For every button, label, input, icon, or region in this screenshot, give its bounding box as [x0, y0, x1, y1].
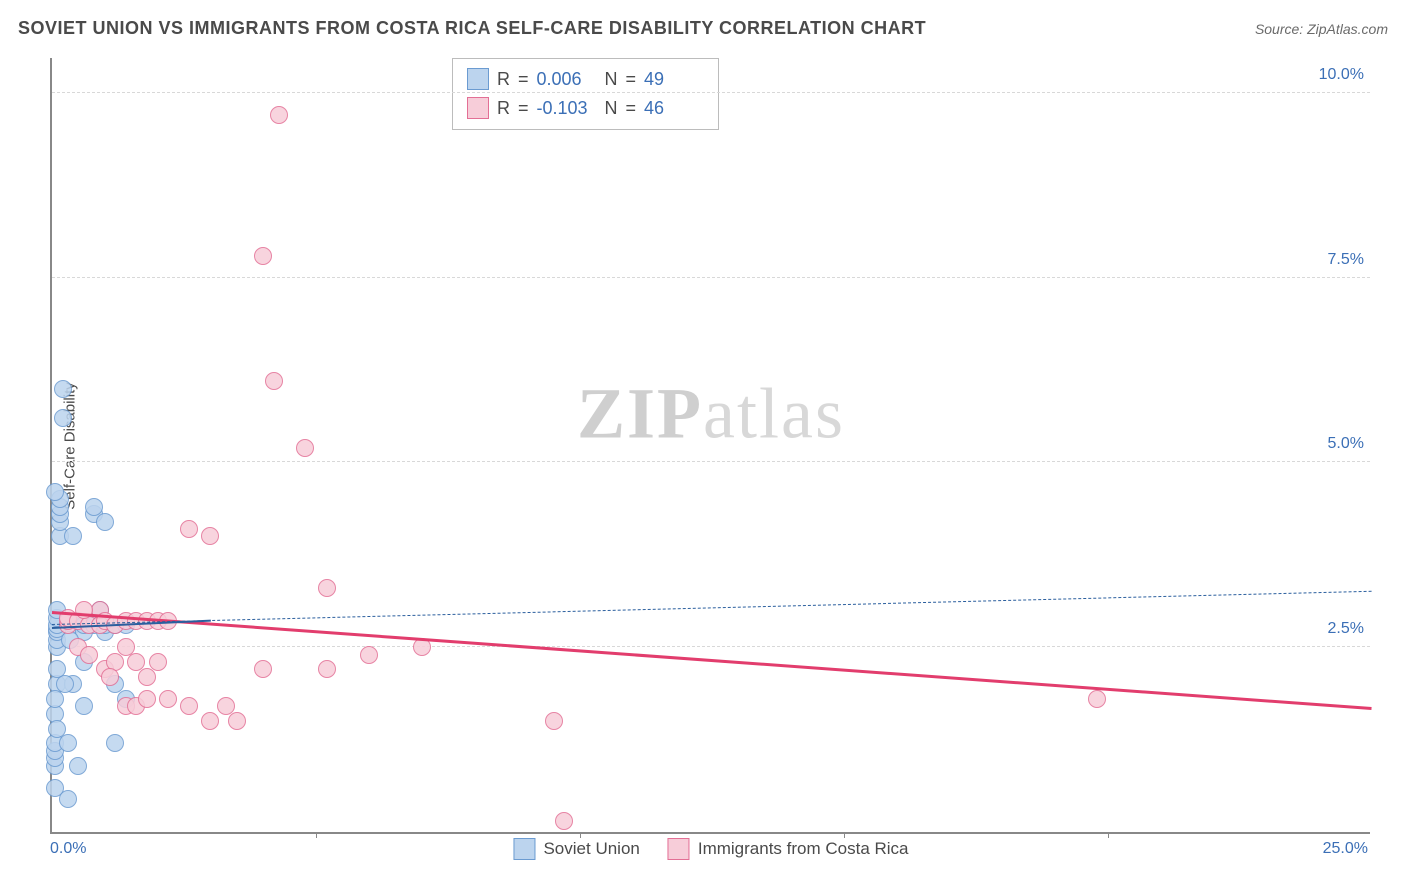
legend-label-1: Soviet Union — [543, 839, 639, 859]
scatter-point — [46, 483, 64, 501]
watermark: ZIPatlas — [577, 373, 845, 456]
r-label: R — [497, 65, 510, 94]
scatter-point — [59, 790, 77, 808]
watermark-thin: atlas — [703, 374, 845, 454]
scatter-point — [254, 247, 272, 265]
n-value-2: 46 — [644, 94, 704, 123]
scatter-point — [96, 513, 114, 531]
scatter-point — [1088, 690, 1106, 708]
watermark-bold: ZIP — [577, 374, 703, 454]
scatter-point — [270, 106, 288, 124]
x-tick-label: 0.0% — [50, 840, 86, 858]
n-label: N — [605, 65, 618, 94]
scatter-point — [75, 697, 93, 715]
y-tick-label: 2.5% — [1328, 620, 1364, 638]
scatter-point — [159, 690, 177, 708]
scatter-point — [54, 380, 72, 398]
x-tick-mark — [316, 832, 317, 838]
scatter-point — [69, 757, 87, 775]
stats-legend-box: R = 0.006 N = 49 R = -0.103 N = 46 — [452, 58, 719, 130]
legend-swatch-2 — [668, 838, 690, 860]
source-label: Source: — [1255, 21, 1307, 37]
gridline-horizontal — [52, 646, 1370, 647]
gridline-horizontal — [52, 461, 1370, 462]
scatter-point — [201, 527, 219, 545]
r-label: R — [497, 94, 510, 123]
scatter-point — [149, 653, 167, 671]
x-tick-mark — [844, 832, 845, 838]
scatter-point — [318, 660, 336, 678]
scatter-point — [360, 646, 378, 664]
scatter-point — [545, 712, 563, 730]
scatter-plot: ZIPatlas R = 0.006 N = 49 R = -0.103 N =… — [50, 58, 1370, 834]
x-tick-mark — [580, 832, 581, 838]
scatter-point — [180, 697, 198, 715]
scatter-point — [138, 668, 156, 686]
legend-bottom: Soviet Union Immigrants from Costa Rica — [513, 838, 908, 860]
legend-label-2: Immigrants from Costa Rica — [698, 839, 909, 859]
scatter-point — [59, 734, 77, 752]
scatter-point — [254, 660, 272, 678]
stats-row-1: R = 0.006 N = 49 — [467, 65, 704, 94]
scatter-point — [265, 372, 283, 390]
scatter-point — [64, 527, 82, 545]
n-value-1: 49 — [644, 65, 704, 94]
r-value-2: -0.103 — [537, 94, 597, 123]
scatter-point — [555, 812, 573, 830]
eq-label: = — [626, 94, 637, 123]
scatter-point — [56, 675, 74, 693]
scatter-point — [101, 668, 119, 686]
x-tick-label: 25.0% — [1323, 840, 1368, 858]
y-tick-label: 10.0% — [1319, 66, 1364, 84]
eq-label: = — [626, 65, 637, 94]
swatch-series-1 — [467, 68, 489, 90]
legend-swatch-1 — [513, 838, 535, 860]
x-tick-mark — [1108, 832, 1109, 838]
scatter-point — [228, 712, 246, 730]
scatter-point — [80, 646, 98, 664]
chart-title: SOVIET UNION VS IMMIGRANTS FROM COSTA RI… — [18, 18, 926, 39]
scatter-point — [318, 579, 336, 597]
gridline-horizontal — [52, 277, 1370, 278]
y-tick-label: 7.5% — [1328, 251, 1364, 269]
eq-label: = — [518, 65, 529, 94]
trend-line — [52, 611, 1372, 710]
scatter-point — [138, 690, 156, 708]
y-tick-label: 5.0% — [1328, 435, 1364, 453]
scatter-point — [201, 712, 219, 730]
source-attribution: Source: ZipAtlas.com — [1255, 21, 1388, 39]
scatter-point — [54, 409, 72, 427]
n-label: N — [605, 94, 618, 123]
gridline-horizontal — [52, 92, 1370, 93]
scatter-point — [296, 439, 314, 457]
r-value-1: 0.006 — [537, 65, 597, 94]
scatter-point — [46, 690, 64, 708]
legend-item-2: Immigrants from Costa Rica — [668, 838, 909, 860]
legend-item-1: Soviet Union — [513, 838, 639, 860]
scatter-point — [106, 734, 124, 752]
swatch-series-2 — [467, 97, 489, 119]
trend-line — [52, 591, 1372, 625]
source-value: ZipAtlas.com — [1307, 21, 1388, 37]
scatter-point — [180, 520, 198, 538]
eq-label: = — [518, 94, 529, 123]
stats-row-2: R = -0.103 N = 46 — [467, 94, 704, 123]
